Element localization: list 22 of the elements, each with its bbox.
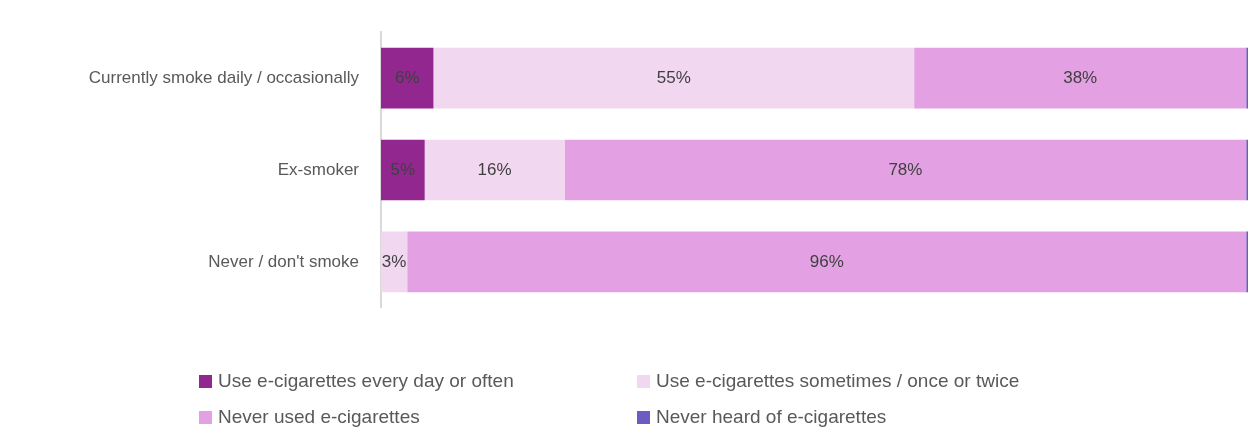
y-tick-label: Currently smoke daily / occasionally — [88, 67, 360, 87]
data-label: 3% — [381, 251, 407, 271]
legend-label: Never used e-cigarettes — [218, 406, 420, 428]
data-label: 96% — [809, 251, 844, 271]
data-label: 38% — [1063, 67, 1098, 87]
bar — [381, 47, 434, 109]
data-label: 16% — [477, 159, 512, 179]
bar — [407, 231, 1247, 293]
bar — [433, 47, 915, 109]
legend-label: Never heard of e-cigarettes — [656, 406, 887, 428]
legend-label: Use e-cigarettes every day or often — [218, 370, 514, 392]
bar — [564, 139, 1247, 201]
data-label: 78% — [888, 159, 923, 179]
legend-label: Use e-cigarettes sometimes / once or twice — [656, 370, 1020, 392]
data-label: 55% — [656, 67, 691, 87]
bar — [424, 139, 565, 201]
y-tick-label: Ex-smoker — [277, 159, 360, 179]
data-label: 6% — [394, 67, 420, 87]
data-label: 5% — [390, 159, 416, 179]
y-tick-label: Never / don't smoke — [208, 251, 359, 271]
bar — [914, 47, 1247, 109]
bar — [381, 139, 425, 201]
